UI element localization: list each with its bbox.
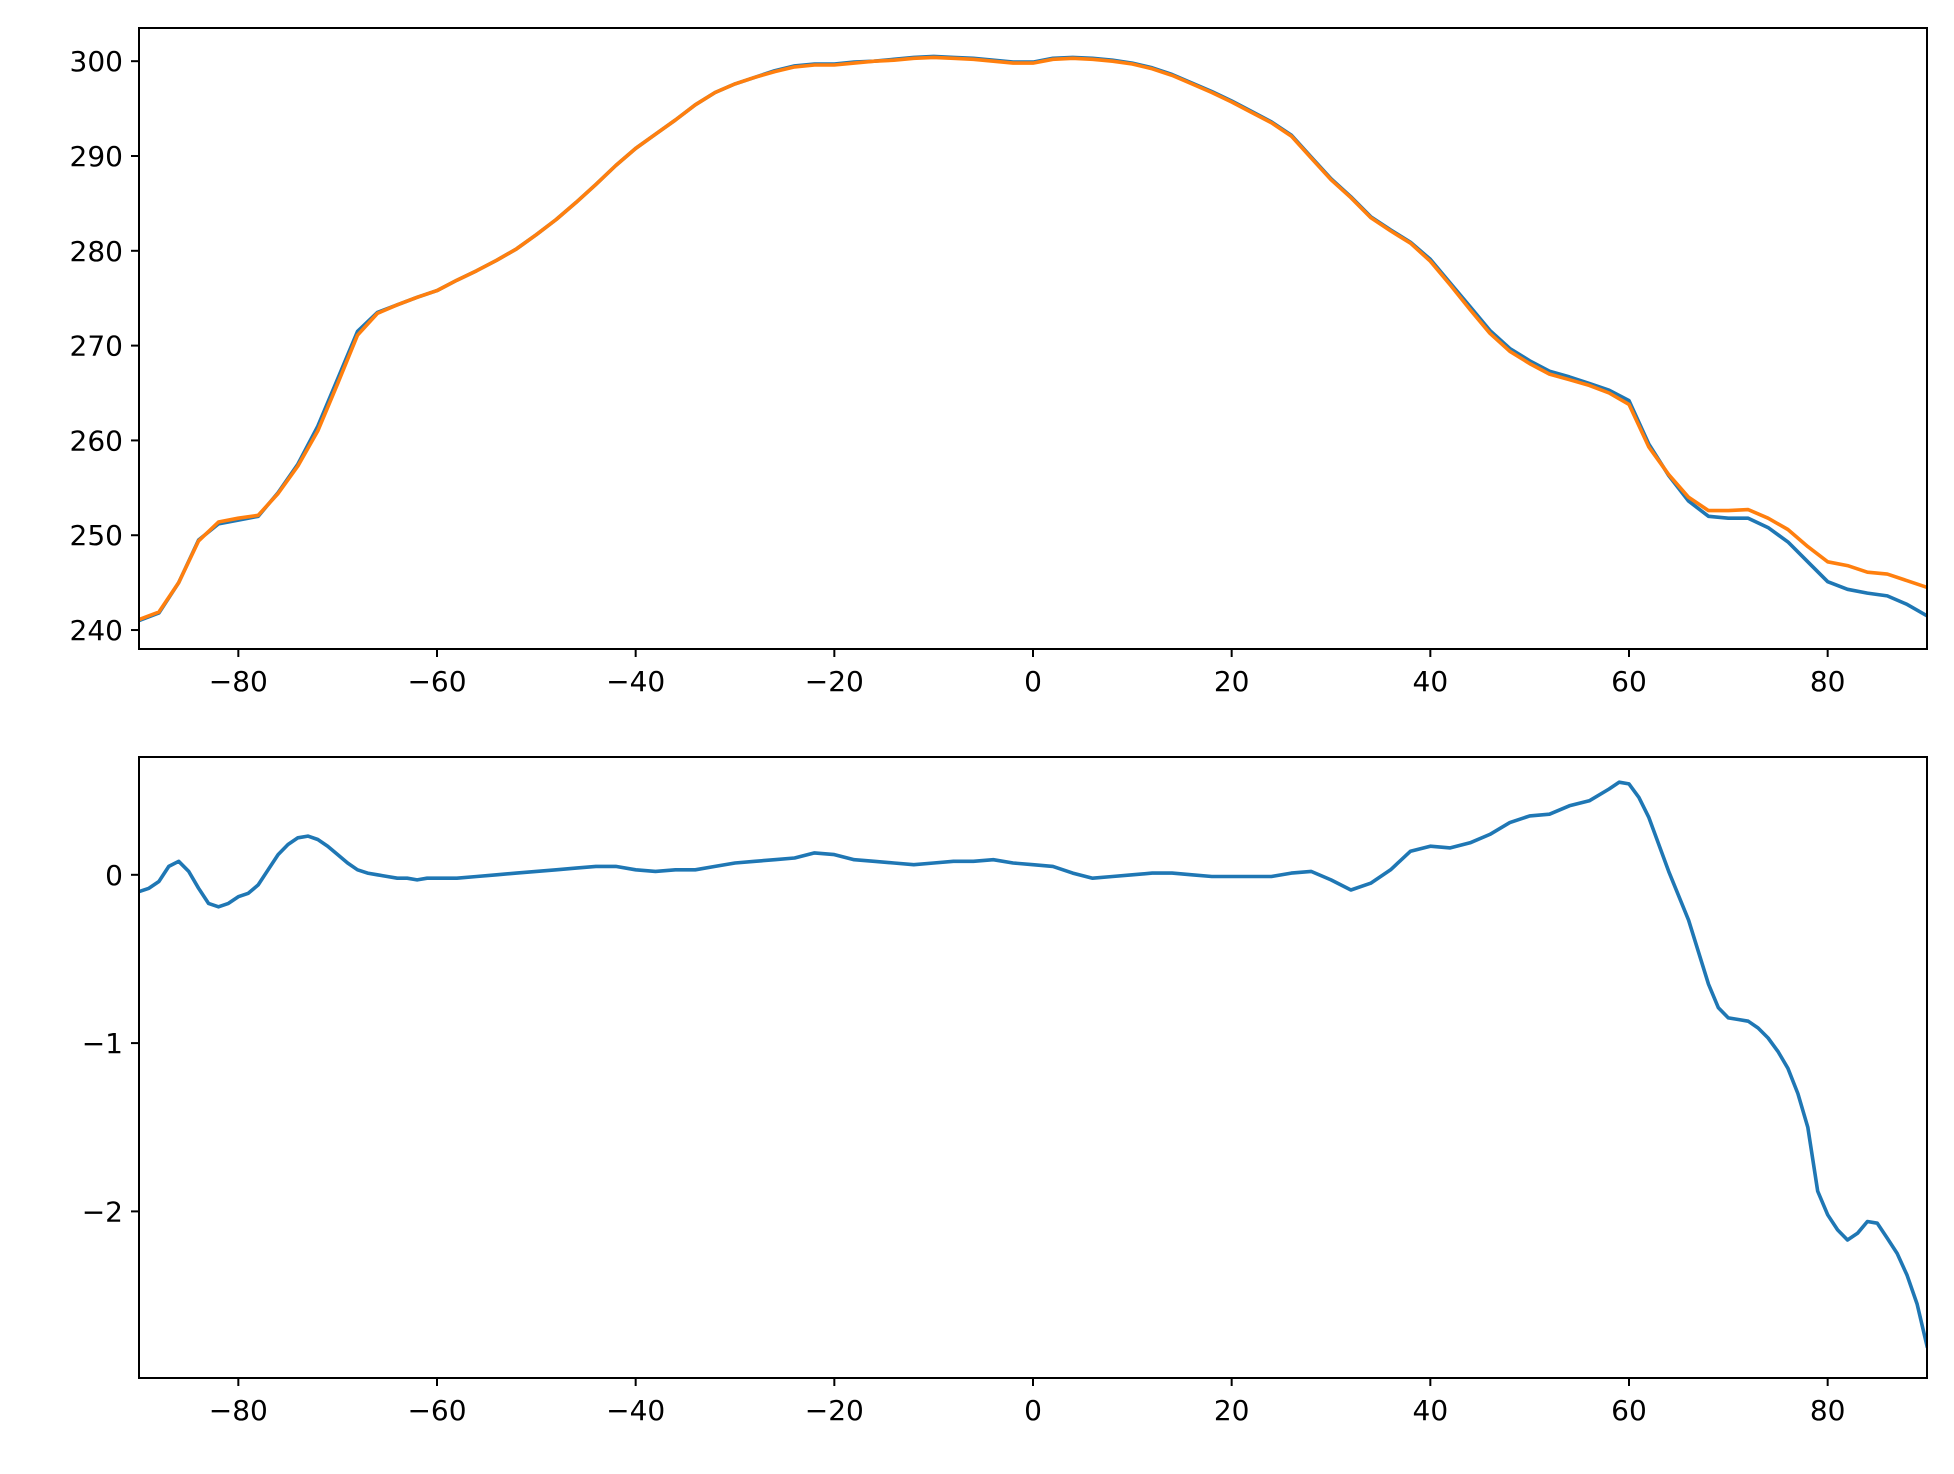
x-tick-label: −80 (209, 665, 268, 698)
x-tick-label: −40 (606, 665, 665, 698)
top-line-chart: −80 −60 −40 −20 0 20 40 60 80 240 250 260 270 280 290 3… (70, 27, 1928, 698)
x-tick-label: −40 (606, 1394, 665, 1427)
x-tick-label: 0 (1024, 1394, 1042, 1427)
y-tick-label: −1 (82, 1027, 123, 1060)
x-tick-label: 80 (1810, 1394, 1846, 1427)
x-tick-label: 60 (1611, 1394, 1647, 1427)
y-tick-label: 0 (105, 859, 123, 892)
plot-area (139, 54, 1927, 623)
x-tick-label: 0 (1024, 665, 1042, 698)
x-tick-label: 20 (1214, 1394, 1250, 1427)
x-tick-label: 80 (1810, 665, 1846, 698)
y-tick-label: 250 (70, 519, 123, 552)
x-tick-label: 60 (1611, 665, 1647, 698)
x-tick-label: 40 (1413, 665, 1449, 698)
y-tick-label: 280 (70, 235, 123, 268)
x-tick-label: −60 (407, 665, 466, 698)
series-line-1 (139, 780, 1927, 1349)
y-tick-label: 270 (70, 330, 123, 363)
y-tick-label: 260 (70, 424, 123, 457)
x-tick-label: −80 (209, 1394, 268, 1427)
y-tick-label: −2 (82, 1195, 123, 1228)
x-tick-label: 40 (1413, 1394, 1449, 1427)
y-tick-label: 240 (70, 614, 123, 647)
x-tick-label: 20 (1214, 665, 1250, 698)
y-tick-label: 290 (70, 140, 123, 173)
x-tick-label: −20 (805, 665, 864, 698)
x-tick-label: −60 (407, 1394, 466, 1427)
series-line-2 (139, 55, 1927, 622)
bottom-line-chart: −80 −60 −40 −20 0 20 40 60 80 0 −1 −2 (82, 756, 1928, 1427)
plot-area (139, 780, 1927, 1349)
axes-frame (138, 27, 1928, 650)
x-tick-label: −20 (805, 1394, 864, 1427)
y-tick-label: 300 (70, 45, 123, 78)
axes-frame (138, 756, 1928, 1379)
